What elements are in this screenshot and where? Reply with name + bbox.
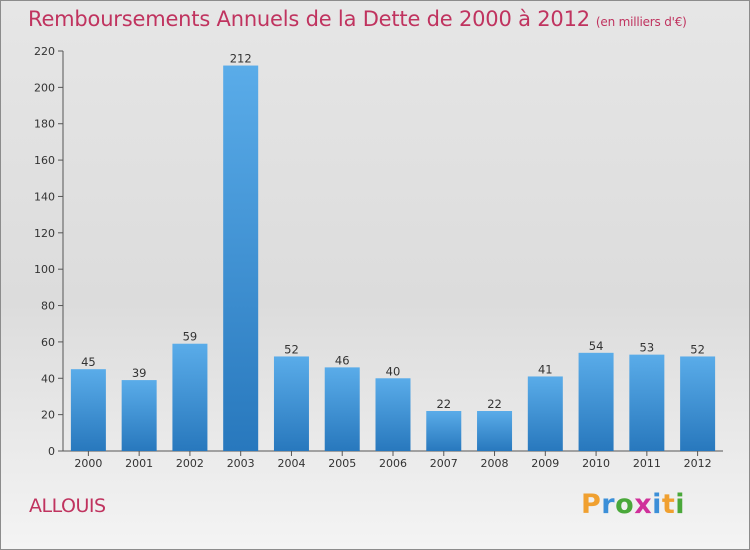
y-tick-label: 140 — [34, 190, 55, 203]
bar-2007 — [426, 411, 462, 451]
value-label: 46 — [335, 353, 350, 367]
value-label: 40 — [386, 364, 401, 378]
bar-2009 — [527, 376, 563, 451]
value-label: 59 — [183, 330, 198, 344]
value-label: 52 — [690, 342, 705, 356]
x-tick-label: 2007 — [430, 457, 458, 470]
bar-2001 — [121, 380, 157, 451]
x-tick-label: 2001 — [125, 457, 153, 470]
bar-2010 — [578, 352, 614, 451]
bar-2002 — [172, 343, 208, 451]
logo-letter: t — [661, 489, 676, 520]
chart-bars — [70, 65, 716, 451]
chart-subtitle: (en milliers d'€) — [595, 15, 687, 29]
y-tick-label: 220 — [34, 45, 55, 58]
bar-2006 — [375, 378, 411, 451]
value-label: 54 — [589, 339, 604, 353]
x-tick-label: 2008 — [481, 457, 509, 470]
bar-2005 — [324, 367, 360, 451]
chart-labels: 2000 45 2001 39 2002 59 2003 212 2004 52 2005 46 200… — [74, 52, 711, 470]
chart-title-text: Remboursements Annuels de la Dette de 20… — [28, 7, 590, 31]
y-tick-label: 160 — [34, 154, 55, 167]
value-label: 22 — [487, 397, 502, 411]
value-label: 45 — [81, 355, 96, 369]
logo-letter: i — [652, 489, 662, 520]
y-tick-label: 80 — [41, 300, 55, 313]
logo-letter: i — [675, 489, 686, 520]
value-label: 53 — [640, 341, 655, 355]
logo-letter: o — [615, 489, 635, 520]
y-tick-label: 60 — [41, 336, 55, 349]
town-name: ALLOUIS — [29, 495, 106, 517]
y-tick-label: 0 — [48, 445, 55, 458]
value-label: 41 — [538, 362, 553, 376]
x-tick-label: 2010 — [582, 457, 610, 470]
bar-2012 — [680, 356, 716, 451]
x-tick-label: 2004 — [277, 457, 305, 470]
y-tick-label: 200 — [34, 81, 55, 94]
value-label: 52 — [284, 342, 299, 356]
x-tick-label: 2011 — [633, 457, 661, 470]
bar-2008 — [477, 411, 513, 451]
x-tick-label: 2006 — [379, 457, 407, 470]
y-tick-label: 120 — [34, 227, 55, 240]
value-label: 212 — [230, 52, 252, 66]
bar-2003 — [223, 65, 259, 451]
y-tick-label: 100 — [34, 263, 55, 276]
bar-2011 — [629, 354, 665, 451]
chart-title: Remboursements Annuels de la Dette de 20… — [28, 7, 687, 31]
proxiti-logo: Proxiti — [581, 489, 685, 520]
logo-letter: r — [601, 489, 616, 520]
x-tick-label: 2005 — [328, 457, 356, 470]
x-tick-label: 2002 — [176, 457, 204, 470]
logo-letter: P — [581, 489, 602, 520]
y-tick-label: 180 — [34, 118, 55, 131]
x-tick-label: 2000 — [74, 457, 102, 470]
value-label: 39 — [132, 366, 147, 380]
y-tick-label: 20 — [41, 409, 55, 422]
y-tick-label: 40 — [41, 372, 55, 385]
bar-2004 — [273, 356, 309, 451]
value-label: 22 — [436, 397, 451, 411]
logo-letter: x — [634, 489, 653, 520]
bar-2000 — [70, 369, 106, 451]
x-tick-label: 2012 — [684, 457, 712, 470]
x-tick-label: 2009 — [531, 457, 559, 470]
x-tick-label: 2003 — [227, 457, 255, 470]
